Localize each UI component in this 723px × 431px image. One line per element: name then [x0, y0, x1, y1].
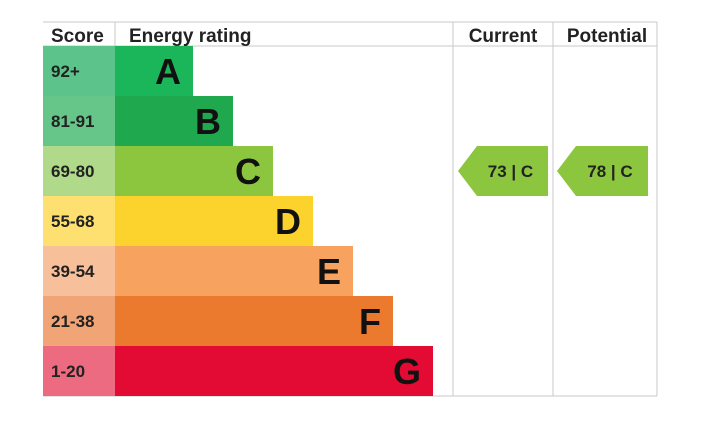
potential-rating-label: 78 | C [587, 162, 632, 181]
score-cell-a [43, 46, 115, 96]
band-d: 55-68 D [43, 196, 313, 246]
table-headers: Score Energy rating Current Potential [51, 26, 647, 47]
score-label-a: 92+ [51, 62, 80, 81]
band-b: 81-91 B [43, 96, 233, 146]
potential-rating: 78 | C [557, 146, 648, 196]
band-c: 69-80 C [43, 146, 273, 196]
score-cell-b [43, 96, 115, 146]
current-rating-label: 73 | C [488, 162, 533, 181]
current-header: Current [469, 26, 538, 47]
band-a: 92+ A [43, 46, 193, 96]
rating-letter-e: E [317, 251, 341, 292]
potential-header: Potential [567, 26, 647, 47]
rating-bar-f [115, 296, 393, 346]
rating-bar-b [115, 96, 233, 146]
rating-bar-d [115, 196, 313, 246]
score-cell-f [43, 296, 115, 346]
score-cell-e [43, 246, 115, 296]
rating-bands: 92+ A 81-91 B 69-80 C 55-68 D 39-54 E 21-38 F 1-20 G [43, 46, 433, 396]
score-label-g: 1-20 [51, 362, 85, 381]
rating-letter-f: F [359, 301, 381, 342]
band-g: 1-20 G [43, 346, 433, 396]
score-cell-c [43, 146, 115, 196]
energy-rating-header: Energy rating [129, 26, 251, 47]
score-label-f: 21-38 [51, 312, 94, 331]
score-cell-g [43, 346, 115, 396]
rating-bar-e [115, 246, 353, 296]
rating-letter-g: G [393, 351, 421, 392]
score-label-d: 55-68 [51, 212, 94, 231]
score-cell-d [43, 196, 115, 246]
score-label-e: 39-54 [51, 262, 95, 281]
rating-letter-a: A [155, 51, 181, 92]
rating-letter-b: B [195, 101, 221, 142]
score-label-b: 81-91 [51, 112, 94, 131]
current-rating-arrow [458, 146, 548, 196]
rating-bar-c [115, 146, 273, 196]
band-f: 21-38 F [43, 296, 393, 346]
band-e: 39-54 E [43, 246, 353, 296]
rating-bar-a [115, 46, 193, 96]
rating-markers: 73 | C 78 | C [458, 146, 648, 196]
rating-letter-c: C [235, 151, 261, 192]
potential-rating-arrow [557, 146, 648, 196]
rating-letter-d: D [275, 201, 301, 242]
score-label-c: 69-80 [51, 162, 94, 181]
current-rating: 73 | C [458, 146, 548, 196]
rating-bar-g [115, 346, 433, 396]
score-header: Score [51, 26, 104, 47]
